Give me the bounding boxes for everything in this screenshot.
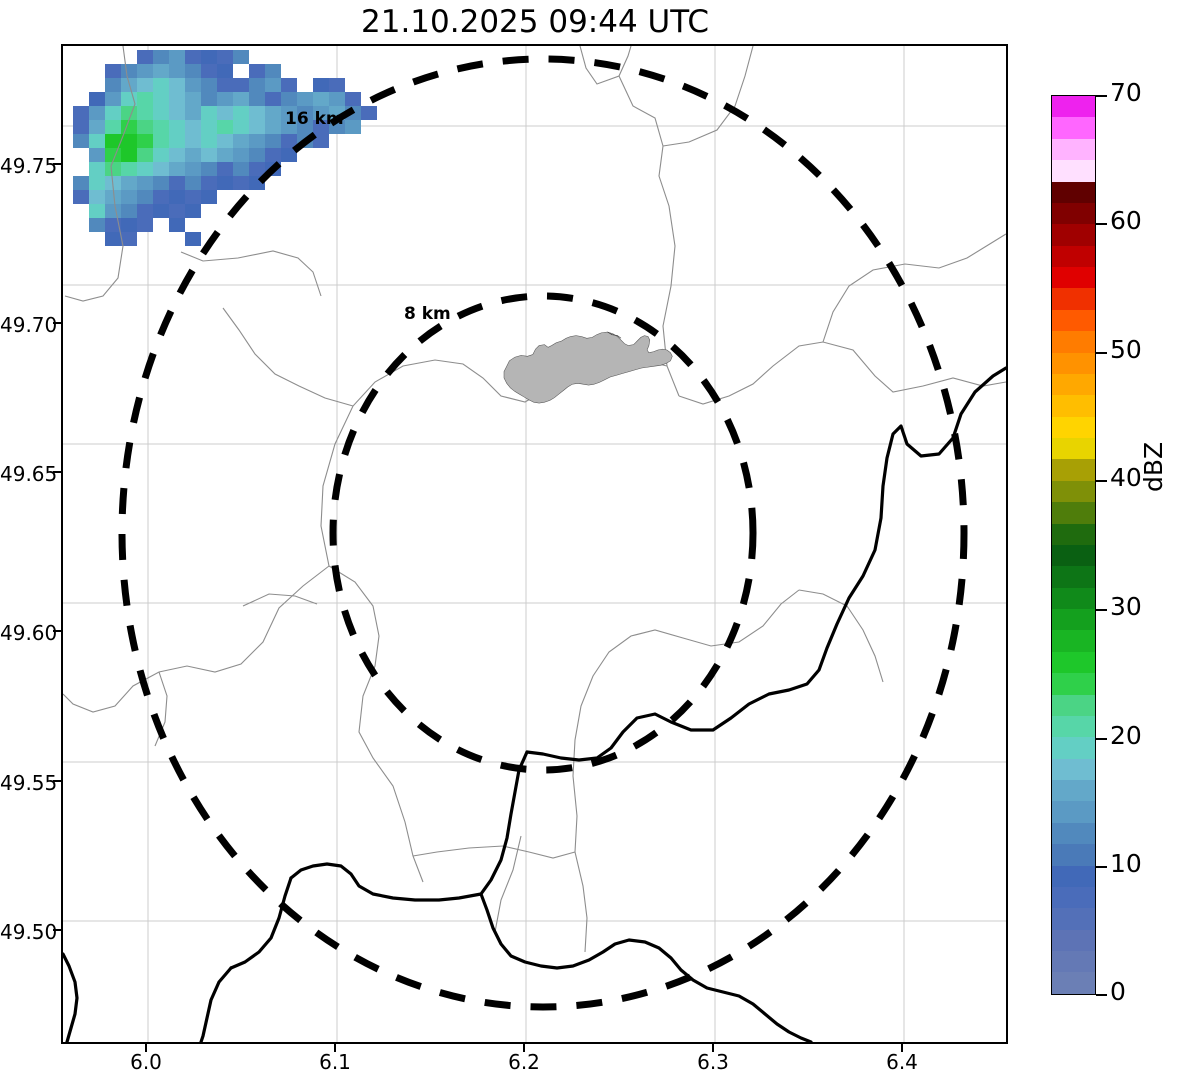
x-tick-mark xyxy=(145,1044,147,1052)
colorbar-band xyxy=(1052,822,1095,845)
range-ring-16km xyxy=(118,55,968,1011)
colorbar-band xyxy=(1052,673,1095,695)
colorbar-band xyxy=(1052,331,1095,353)
colorbar-label-40: 40 xyxy=(1110,463,1142,492)
y-tick-label-49-75: 49.75 xyxy=(0,154,58,178)
colorbar-band xyxy=(1052,737,1095,759)
y-tick-label-49-55: 49.55 xyxy=(0,771,58,795)
colorbar-tick-0 xyxy=(1096,994,1107,996)
y-tick-mark xyxy=(53,163,61,165)
colorbar-tick-60 xyxy=(1096,223,1107,225)
colorbar-band xyxy=(1052,438,1095,460)
colorbar-band xyxy=(1052,181,1095,203)
colorbar-band xyxy=(1052,117,1095,139)
colorbar-band xyxy=(1052,630,1095,652)
colorbar-label-30: 30 xyxy=(1110,592,1142,621)
colorbar-tick-20 xyxy=(1096,738,1107,740)
colorbar-label-70: 70 xyxy=(1110,78,1142,107)
colorbar-band xyxy=(1052,373,1095,396)
x-tick-mark xyxy=(712,1044,714,1052)
y-tick-label-49-70: 49.70 xyxy=(0,313,58,337)
x-tick-label-6-2: 6.2 xyxy=(508,1050,540,1074)
y-tick-mark xyxy=(53,322,61,324)
colorbar-band xyxy=(1052,138,1095,161)
colorbar-label-50: 50 xyxy=(1110,335,1142,364)
colorbar-band xyxy=(1052,245,1095,267)
x-tick-label-6-0: 6.0 xyxy=(130,1050,162,1074)
colorbar-band xyxy=(1052,908,1095,930)
y-tick-label-49-65: 49.65 xyxy=(0,462,58,486)
colorbar-band xyxy=(1052,566,1095,588)
colorbar-band xyxy=(1052,758,1095,780)
colorbar-tick-40 xyxy=(1096,480,1107,482)
city-area-polygon xyxy=(503,331,673,404)
colorbar-band xyxy=(1052,694,1095,716)
y-tick-mark xyxy=(53,471,61,473)
internal-boundaries xyxy=(63,46,1006,953)
colorbar-band xyxy=(1052,651,1095,674)
colorbar-band xyxy=(1052,352,1095,374)
colorbar-band xyxy=(1052,801,1095,823)
colorbar-label-60: 60 xyxy=(1110,206,1142,235)
colorbar-band xyxy=(1052,224,1095,246)
x-tick-mark xyxy=(523,1044,525,1052)
map-plot-area[interactable]: 16 km 8 km xyxy=(61,44,1008,1044)
x-tick-mark xyxy=(334,1044,336,1052)
range-ring-label-16km: 16 km xyxy=(285,109,344,129)
colorbar-band xyxy=(1052,202,1095,225)
colorbar-tick-10 xyxy=(1096,866,1107,868)
colorbar-band xyxy=(1052,844,1095,866)
page-title: 21.10.2025 09:44 UTC xyxy=(361,4,709,40)
y-tick-mark xyxy=(53,929,61,931)
y-tick-label-49-60: 49.60 xyxy=(0,621,58,645)
colorbar-band xyxy=(1052,309,1095,332)
colorbar-label-20: 20 xyxy=(1110,721,1142,750)
colorbar-band xyxy=(1052,459,1095,481)
colorbar-band xyxy=(1052,886,1095,909)
colorbar-band xyxy=(1052,715,1095,738)
x-tick-mark xyxy=(901,1044,903,1052)
colorbar-band xyxy=(1052,416,1095,438)
colorbar-band xyxy=(1052,544,1095,567)
y-tick-mark xyxy=(53,630,61,632)
colorbar xyxy=(1051,95,1096,995)
colorbar-band xyxy=(1052,96,1095,118)
colorbar-label-0: 0 xyxy=(1110,977,1126,1006)
colorbar-band xyxy=(1052,267,1095,289)
colorbar-tick-50 xyxy=(1096,352,1107,354)
national-border xyxy=(63,366,1006,1042)
x-tick-label-6-1: 6.1 xyxy=(319,1050,351,1074)
x-tick-label-6-3: 6.3 xyxy=(697,1050,729,1074)
colorbar-tick-30 xyxy=(1096,609,1107,611)
range-ring-label-8km: 8 km xyxy=(404,304,451,324)
colorbar-label-10: 10 xyxy=(1110,849,1142,878)
colorbar-band xyxy=(1052,865,1095,887)
colorbar-band xyxy=(1052,951,1095,973)
colorbar-band xyxy=(1052,395,1095,417)
colorbar-band xyxy=(1052,502,1095,524)
y-tick-label-49-50: 49.50 xyxy=(0,920,58,944)
colorbar-band xyxy=(1052,480,1095,503)
map-canvas xyxy=(63,46,1006,1042)
colorbar-tick-70 xyxy=(1096,95,1107,97)
colorbar-band xyxy=(1052,587,1095,609)
range-rings xyxy=(118,55,968,1011)
colorbar-band xyxy=(1052,929,1095,951)
y-tick-mark xyxy=(53,780,61,782)
colorbar-band xyxy=(1052,160,1095,182)
colorbar-title: dBZ xyxy=(1139,441,1168,492)
range-ring-8km xyxy=(329,292,757,774)
x-tick-label-6-4: 6.4 xyxy=(886,1050,918,1074)
colorbar-band xyxy=(1052,972,1095,994)
colorbar-band xyxy=(1052,780,1095,802)
colorbar-band xyxy=(1052,523,1095,545)
colorbar-band xyxy=(1052,609,1095,631)
colorbar-band xyxy=(1052,288,1095,310)
